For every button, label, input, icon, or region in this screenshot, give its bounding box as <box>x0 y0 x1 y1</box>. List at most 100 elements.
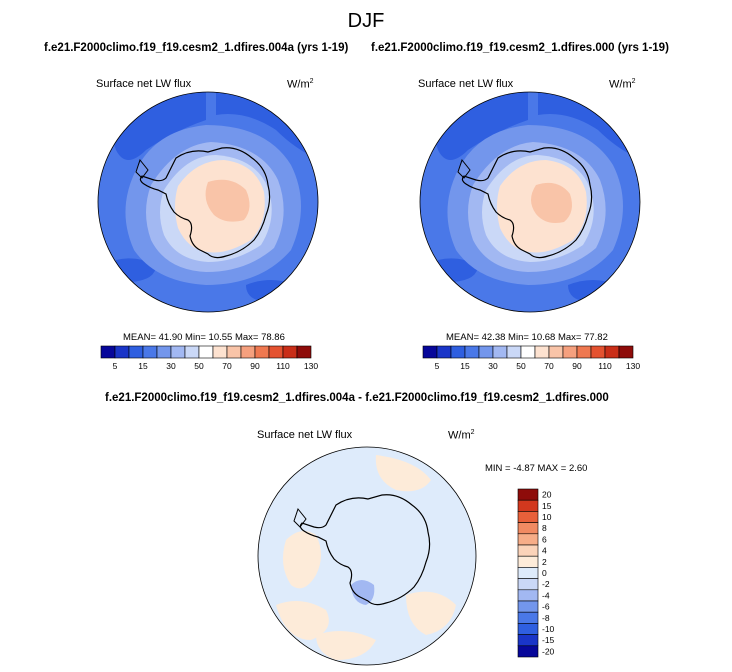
colorbar-tick-label: 15 <box>542 501 552 511</box>
panel-1-units-label: W/m2 <box>287 78 314 91</box>
colorbar-tick-label: 30 <box>488 361 498 371</box>
colorbar-box <box>296 345 312 359</box>
colorbar-tick-label: 0 <box>542 568 547 578</box>
panel-2-variable-label: Surface net LW flux <box>418 78 514 90</box>
peninsula-islands <box>293 507 307 528</box>
colorbar-tick-label: 5 <box>113 361 118 371</box>
colorbar-box <box>590 345 606 359</box>
panel-1-variable-label: Surface net LW flux <box>96 78 192 90</box>
colorbar-box <box>517 645 539 658</box>
colorbar-box <box>492 345 508 359</box>
colorbar-box <box>254 345 270 359</box>
colorbar-panel-1: 5 15 30 50 70 90 110 130 <box>100 345 318 371</box>
colorbar-box <box>212 345 228 359</box>
map-panel-2 <box>419 91 641 313</box>
colorbar-box <box>282 345 298 359</box>
colorbar-tick-label: 15 <box>460 361 470 371</box>
colorbar-box <box>517 589 539 602</box>
colorbar-tick-label: 130 <box>304 361 318 371</box>
colorbar-box <box>464 345 480 359</box>
colorbar-panel-2: 5 15 30 50 70 90 110 130 <box>422 345 640 371</box>
colorbar-box <box>128 345 144 359</box>
colorbar-box <box>517 567 539 579</box>
colorbar-box <box>517 533 539 546</box>
colorbar-box <box>517 488 539 501</box>
colorbar-tick-label: -4 <box>542 590 550 600</box>
colorbar-box <box>478 345 494 359</box>
diff-stats: MIN = -4.87 MAX = 2.60 <box>485 463 588 474</box>
colorbar-box <box>450 345 466 359</box>
colorbar-tick-label: 15 <box>138 361 148 371</box>
colorbar-box <box>100 345 116 359</box>
diff-units-label: W/m2 <box>448 429 475 442</box>
colorbar-box <box>114 345 130 359</box>
colorbar-box <box>436 345 452 359</box>
colorbar-box <box>170 345 186 359</box>
colorbar-box <box>268 345 284 359</box>
colorbar-tick-label: 110 <box>598 361 612 371</box>
colorbar-box <box>142 345 158 359</box>
diff-patch-warm-s <box>316 631 376 660</box>
colorbar-tick-label: -6 <box>542 602 550 612</box>
map-panel-diff <box>257 446 477 666</box>
panel-2-units-label: W/m2 <box>609 78 636 91</box>
colorbar-tick-label: -2 <box>542 579 550 589</box>
colorbar-box <box>576 345 592 359</box>
colorbar-box <box>506 345 522 359</box>
colorbar-box <box>517 499 539 512</box>
antarctica-coastline <box>461 147 593 259</box>
colorbar-tick-label: -20 <box>542 646 555 656</box>
field-ice-core <box>205 179 250 222</box>
colorbar-box <box>198 345 214 359</box>
colorbar-box <box>562 345 578 359</box>
colorbar-tick-label: 4 <box>542 546 547 556</box>
colorbar-box <box>517 611 539 624</box>
colorbar-box <box>156 345 172 359</box>
field-ice-core <box>531 182 572 223</box>
colorbar-box <box>517 623 539 635</box>
colorbar-box <box>517 522 539 535</box>
map-boundary <box>257 446 477 666</box>
figure-title: DJF <box>347 10 385 32</box>
colorbar-box <box>240 345 256 359</box>
colorbar-box <box>618 345 634 359</box>
colorbar-box <box>604 345 620 359</box>
colorbar-box <box>520 345 536 359</box>
colorbar-tick-label: 10 <box>542 512 552 522</box>
diff-patch-cool <box>351 580 375 605</box>
colorbar-tick-label: 6 <box>542 534 547 544</box>
panel-1-stats: MEAN= 41.90 Min= 10.55 Max= 78.86 <box>123 332 285 343</box>
colorbar-tick-label: 30 <box>166 361 176 371</box>
colorbar-tick-label: 110 <box>276 361 290 371</box>
colorbar-tick-label: -15 <box>542 635 555 645</box>
colorbar-tick-label: 70 <box>544 361 554 371</box>
colorbar-tick-label: 2 <box>542 557 547 567</box>
colorbar-tick-label: 90 <box>250 361 260 371</box>
panel-2-case-title: f.e21.F2000climo.f19_f19.cesm2_1.dfires.… <box>371 42 669 54</box>
colorbar-box <box>517 555 539 568</box>
map-boundary <box>97 91 319 313</box>
colorbar-box <box>517 600 539 613</box>
colorbar-box <box>184 345 200 359</box>
map-boundary <box>419 91 641 313</box>
diff-patch-warm-sw <box>276 601 329 640</box>
colorbar-tick-label: 50 <box>516 361 526 371</box>
antarctica-coastline <box>139 147 271 259</box>
map-panel-1 <box>97 91 319 313</box>
diff-patch-warm-w <box>282 531 321 589</box>
colorbar-tick-label: 90 <box>572 361 582 371</box>
colorbar-tick-label: 130 <box>626 361 640 371</box>
colorbar-box <box>517 544 539 557</box>
diff-case-title: f.e21.F2000climo.f19_f19.cesm2_1.dfires.… <box>105 392 609 404</box>
colorbar-box <box>517 511 539 523</box>
colorbar-box <box>517 578 539 591</box>
colorbar-tick-label: -8 <box>542 613 550 623</box>
colorbar-tick-label: 20 <box>542 490 552 500</box>
panel-2-stats: MEAN= 42.38 Min= 10.68 Max= 77.82 <box>446 332 608 343</box>
panel-1-case-title: f.e21.F2000climo.f19_f19.cesm2_1.dfires.… <box>44 42 349 54</box>
peninsula-islands <box>135 158 149 179</box>
colorbar-box <box>422 345 438 359</box>
colorbar-box <box>548 345 564 359</box>
peninsula-islands <box>457 158 471 179</box>
